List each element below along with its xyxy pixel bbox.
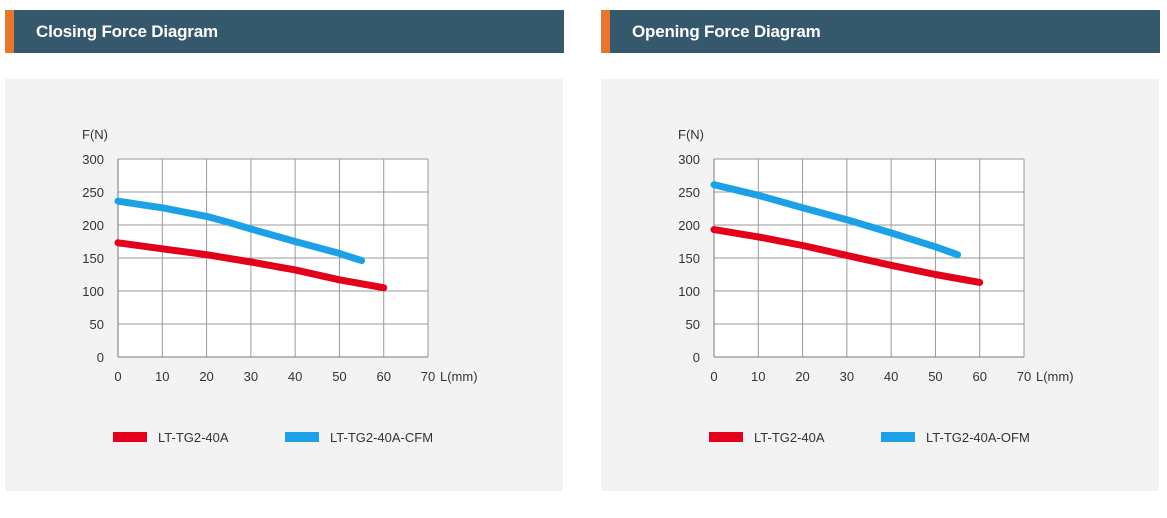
opening-force-title: Opening Force Diagram <box>632 22 821 41</box>
closing-force-panel: Closing Force Diagram 0 50 100 150 200 250 300… <box>5 0 565 518</box>
legend-label-2: LT-TG2-40A-CFM <box>330 430 433 445</box>
series-line-2 <box>710 181 962 259</box>
x-tick-label: 40 <box>288 369 302 384</box>
y-tick-label: 250 <box>678 185 700 200</box>
series-line-2 <box>114 197 366 265</box>
y-tick-label: 0 <box>97 350 104 365</box>
y-tick-label: 100 <box>678 284 700 299</box>
legend-swatch-1 <box>709 432 743 442</box>
y-tick-label: 150 <box>82 251 104 266</box>
x-axis-label: L(mm) <box>440 369 478 384</box>
x-tick-label: 50 <box>928 369 942 384</box>
x-tick-label: 60 <box>972 369 986 384</box>
y-tick-label: 200 <box>82 218 104 233</box>
y-tick-label: 50 <box>90 317 104 332</box>
y-axis-label: F(N) <box>678 127 704 142</box>
opening-force-chart-box: 0 50 100 150 200 250 300 0 10 20 30 40 50 60 70 F(N) L(m… <box>601 79 1159 491</box>
x-tick-label: 50 <box>332 369 346 384</box>
legend-swatch-1 <box>113 432 147 442</box>
closing-force-header: Closing Force Diagram <box>5 10 564 53</box>
y-tick-label: 100 <box>82 284 104 299</box>
x-tick-label: 10 <box>751 369 765 384</box>
y-tick-label: 50 <box>686 317 700 332</box>
legend-label-1: LT-TG2-40A <box>158 430 229 445</box>
y-tick-label: 300 <box>82 152 104 167</box>
legend-label-2: LT-TG2-40A-OFM <box>926 430 1030 445</box>
header-accent-bar <box>5 10 14 53</box>
series-line-1 <box>710 226 984 286</box>
series-line-1 <box>114 239 388 292</box>
y-axis-label: F(N) <box>82 127 108 142</box>
x-tick-label: 10 <box>155 369 169 384</box>
legend-swatch-2 <box>285 432 319 442</box>
x-tick-label: 0 <box>114 369 121 384</box>
x-tick-label: 40 <box>884 369 898 384</box>
opening-force-panel: Opening Force Diagram 0 50 100 150 200 250 300… <box>601 0 1161 518</box>
y-tick-label: 0 <box>693 350 700 365</box>
closing-force-chart: 0 50 100 150 200 250 300 0 10 20 30 40 50 60 70 F(N) L(m… <box>82 127 478 445</box>
x-tick-label: 0 <box>710 369 717 384</box>
y-tick-label: 150 <box>678 251 700 266</box>
closing-force-chart-box: 0 50 100 150 200 250 300 0 10 20 30 40 50 60 70 F(N) L(m… <box>5 79 563 491</box>
x-tick-label: 70 <box>421 369 435 384</box>
y-tick-label: 200 <box>678 218 700 233</box>
x-tick-label: 60 <box>376 369 390 384</box>
legend-swatch-2 <box>881 432 915 442</box>
closing-force-title: Closing Force Diagram <box>36 22 218 41</box>
header-accent-bar <box>601 10 610 53</box>
y-tick-label: 300 <box>678 152 700 167</box>
x-tick-label: 20 <box>795 369 809 384</box>
opening-force-chart: 0 50 100 150 200 250 300 0 10 20 30 40 50 60 70 F(N) L(m… <box>678 127 1074 445</box>
x-tick-label: 20 <box>199 369 213 384</box>
x-tick-label: 70 <box>1017 369 1031 384</box>
x-tick-label: 30 <box>840 369 854 384</box>
opening-force-header: Opening Force Diagram <box>601 10 1160 53</box>
x-axis-label: L(mm) <box>1036 369 1074 384</box>
x-tick-label: 30 <box>244 369 258 384</box>
legend-label-1: LT-TG2-40A <box>754 430 825 445</box>
y-tick-label: 250 <box>82 185 104 200</box>
